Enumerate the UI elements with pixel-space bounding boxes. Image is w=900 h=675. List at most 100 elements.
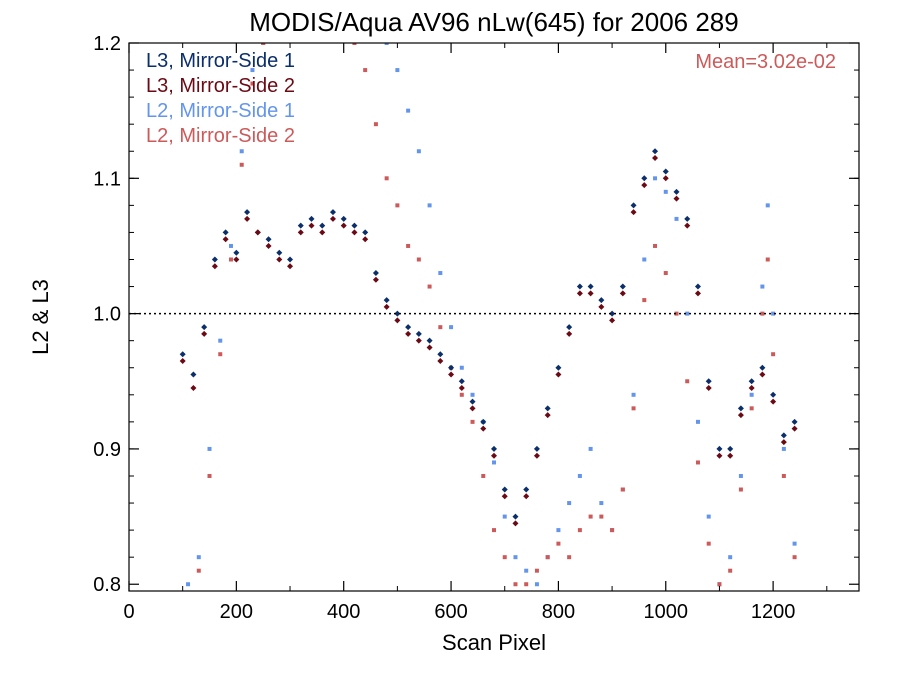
- data-point: [694, 283, 701, 290]
- data-point: [587, 290, 594, 297]
- data-point: [405, 330, 412, 337]
- data-point: [276, 249, 283, 256]
- data-point: [684, 215, 691, 222]
- y-axis: 0.8 0.9 1.0 1.1 1.2: [93, 33, 859, 596]
- data-point: [196, 568, 201, 573]
- data-point: [673, 195, 680, 202]
- data-point: [233, 256, 240, 263]
- data-point: [765, 257, 770, 262]
- data-point: [728, 568, 733, 573]
- data-point: [394, 317, 401, 324]
- data-point: [470, 419, 475, 424]
- data-point: [566, 330, 573, 337]
- data-point: [340, 222, 347, 229]
- y-tick-label: 0.9: [93, 439, 121, 461]
- data-point: [512, 513, 519, 520]
- data-point: [674, 216, 679, 221]
- data-point: [759, 371, 766, 378]
- data-point: [501, 493, 508, 500]
- x-axis: 0 200 400 600 800 1000 1200: [123, 43, 828, 623]
- data-point: [438, 271, 443, 276]
- x-tick-label: 600: [434, 601, 467, 623]
- data-point: [781, 473, 786, 478]
- data-point: [577, 528, 582, 533]
- plot-frame: [128, 42, 860, 592]
- data-point: [662, 175, 669, 182]
- data-point: [340, 215, 347, 222]
- data-point: [186, 582, 191, 587]
- data-point: [705, 385, 712, 392]
- data-point: [524, 568, 529, 573]
- data-point: [770, 391, 777, 398]
- data-point: [706, 514, 711, 519]
- data-point: [706, 541, 711, 546]
- data-point: [250, 81, 255, 86]
- data-point: [211, 256, 218, 263]
- data-point: [287, 263, 294, 270]
- data-point: [254, 229, 261, 236]
- data-point: [222, 236, 229, 243]
- data-point: [437, 357, 444, 364]
- data-point: [771, 311, 776, 316]
- mean-annotation: Mean=3.02e-02: [695, 51, 836, 73]
- data-point: [265, 236, 272, 243]
- data-point: [362, 229, 369, 236]
- data-point: [276, 256, 283, 263]
- chart-title: MODIS/Aqua AV96 nLw(645) for 2006 289: [249, 7, 738, 37]
- data-point: [416, 149, 421, 154]
- data-point: [501, 486, 508, 493]
- x-tick-label: 400: [327, 601, 360, 623]
- data-point: [524, 582, 529, 587]
- data-point: [792, 541, 797, 546]
- data-point: [179, 351, 186, 358]
- data-point: [716, 445, 723, 452]
- data-point: [239, 149, 244, 154]
- data-point: [760, 311, 765, 316]
- data-point: [791, 425, 798, 432]
- data-point: [653, 243, 658, 248]
- data-point: [228, 257, 233, 262]
- x-tick-label: 800: [542, 601, 575, 623]
- data-point: [641, 182, 648, 189]
- data-point: [329, 209, 336, 216]
- y-tick-label: 1.1: [93, 168, 121, 190]
- data-point: [760, 284, 765, 289]
- data-point: [351, 229, 358, 236]
- data-point: [329, 215, 336, 222]
- data-point: [211, 263, 218, 270]
- data-point: [662, 168, 669, 175]
- data-point: [458, 378, 465, 385]
- data-point: [748, 385, 755, 392]
- data-point: [523, 486, 530, 493]
- data-point: [352, 43, 357, 45]
- data-point: [480, 418, 487, 425]
- x-axis-label: Scan Pixel: [442, 630, 546, 655]
- data-point: [567, 555, 572, 560]
- data-point: [222, 229, 229, 236]
- data-point: [394, 310, 401, 317]
- legend-entry: L3, Mirror-Side 1: [146, 50, 295, 72]
- data-point: [727, 445, 734, 452]
- data-point: [362, 236, 369, 243]
- legend-entry: L2, Mirror-Side 2: [146, 125, 295, 147]
- data-point: [228, 243, 233, 248]
- data-point: [544, 405, 551, 412]
- data-point: [642, 298, 647, 303]
- y-axis-label: L2 & L3: [28, 279, 53, 355]
- data-point: [244, 209, 251, 216]
- data-point: [207, 446, 212, 451]
- data-point: [201, 330, 208, 337]
- data-point: [588, 514, 593, 519]
- data-point: [588, 446, 593, 451]
- data-point: [261, 43, 266, 45]
- data-point: [695, 460, 700, 465]
- data-point: [186, 596, 190, 600]
- data-point: [577, 473, 582, 478]
- data-point: [556, 528, 561, 533]
- data-point: [250, 68, 255, 73]
- data-point: [792, 555, 797, 560]
- data-point: [534, 568, 539, 573]
- y-tick-label: 0.8: [93, 574, 121, 596]
- data-point: [491, 452, 497, 459]
- data-point: [567, 501, 572, 506]
